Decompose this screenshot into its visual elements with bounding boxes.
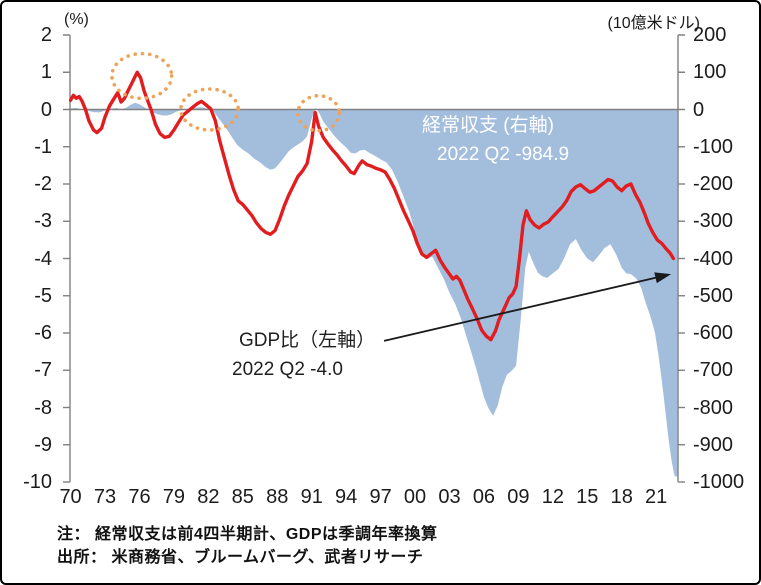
y-axis-right-tick-label: -400 bbox=[693, 247, 734, 270]
y-axis-left-tick-label: -10 bbox=[23, 471, 52, 493]
y-axis-right-tick-label: -1000 bbox=[693, 471, 745, 493]
source-line: 出所： 米商務省、ブルームバーグ、武者リサーチ bbox=[57, 549, 424, 566]
x-axis-tick-label: 94 bbox=[335, 486, 358, 508]
y-axis-right-tick-label: -900 bbox=[693, 433, 734, 456]
y-axis-left-tick-label: 0 bbox=[40, 98, 52, 121]
x-axis-tick-label: 21 bbox=[645, 486, 668, 508]
y-axis-left-tick-label: -8 bbox=[34, 396, 52, 419]
y-axis-left-tick-label: -2 bbox=[34, 173, 52, 195]
x-axis-tick-label: 70 bbox=[59, 486, 82, 508]
x-axis-tick-label: 15 bbox=[576, 486, 599, 508]
y-axis-left-tick-label: -1 bbox=[34, 135, 52, 158]
y-axis-left-tick-label: -3 bbox=[34, 210, 52, 233]
area-series-label-name: 経常収支 (右軸) bbox=[422, 115, 554, 136]
y-axis-right-tick-label: -300 bbox=[693, 210, 734, 233]
x-axis-tick-label: 76 bbox=[128, 486, 151, 508]
x-axis-tick-label: 85 bbox=[231, 486, 254, 508]
x-axis-tick-label: 03 bbox=[438, 486, 461, 508]
y-axis-right-tick-label: 0 bbox=[693, 98, 705, 121]
left-axis-unit-label: (%) bbox=[64, 11, 89, 28]
y-axis-right-tick-label: 200 bbox=[693, 24, 727, 46]
x-axis-tick-label: 06 bbox=[472, 486, 496, 508]
highlight-circle bbox=[296, 93, 342, 133]
y-axis-right-tick-label: -200 bbox=[693, 173, 734, 195]
annotation-arrow-shaft bbox=[383, 275, 661, 342]
x-axis-tick-label: 91 bbox=[300, 486, 323, 508]
line-series-label-name: GDP比（左軸） bbox=[239, 330, 376, 351]
y-axis-left-tick-label: -4 bbox=[34, 247, 52, 270]
footnotes: 注： 経常収支は前4四半期計、GDPは季調年率換算 出所： 米商務省、ブルームバ… bbox=[57, 523, 438, 569]
y-axis-right-tick-label: -600 bbox=[693, 322, 734, 344]
annotation-arrow-head bbox=[654, 272, 672, 284]
x-axis-tick-label: 00 bbox=[403, 486, 427, 508]
x-axis-tick-label: 82 bbox=[197, 486, 220, 508]
y-axis-right-tick-label: -800 bbox=[693, 396, 734, 419]
x-axis-tick-label: 88 bbox=[266, 486, 289, 508]
x-axis-tick-label: 79 bbox=[162, 486, 186, 508]
highlight-circle bbox=[110, 51, 174, 101]
y-axis-left-tick-label: 2 bbox=[40, 24, 52, 46]
x-axis-tick-label: 09 bbox=[507, 486, 530, 508]
y-axis-right-tick-label: -100 bbox=[693, 135, 734, 158]
right-axis-unit-label: (10億米ドル) bbox=[607, 15, 700, 32]
y-axis-left-tick-label: -6 bbox=[34, 322, 52, 344]
x-axis-tick-label: 97 bbox=[369, 486, 392, 508]
y-axis-left-tick-label: -9 bbox=[34, 433, 52, 456]
area-series-label-value: 2022 Q2 -984.9 bbox=[437, 144, 570, 165]
highlight-circle bbox=[179, 87, 241, 132]
y-axis-left-tick-label: -5 bbox=[34, 284, 52, 307]
current-account-area bbox=[70, 102, 678, 477]
y-axis-right-tick-label: 100 bbox=[693, 61, 727, 84]
y-axis-left-tick-label: -7 bbox=[34, 359, 52, 382]
gdp-ratio-line bbox=[68, 70, 676, 342]
y-axis-right-tick-label: -700 bbox=[693, 359, 734, 382]
x-axis-tick-label: 12 bbox=[541, 486, 564, 508]
line-series-label-value: 2022 Q2 -4.0 bbox=[232, 359, 343, 380]
x-axis-tick-label: 73 bbox=[93, 486, 117, 508]
y-axis-left-tick-label: 1 bbox=[40, 61, 52, 84]
x-axis-tick-label: 18 bbox=[610, 486, 633, 508]
y-axis-right-tick-label: -500 bbox=[693, 284, 734, 307]
note-line: 注： 経常収支は前4四半期計、GDPは季調年率換算 bbox=[57, 526, 438, 543]
